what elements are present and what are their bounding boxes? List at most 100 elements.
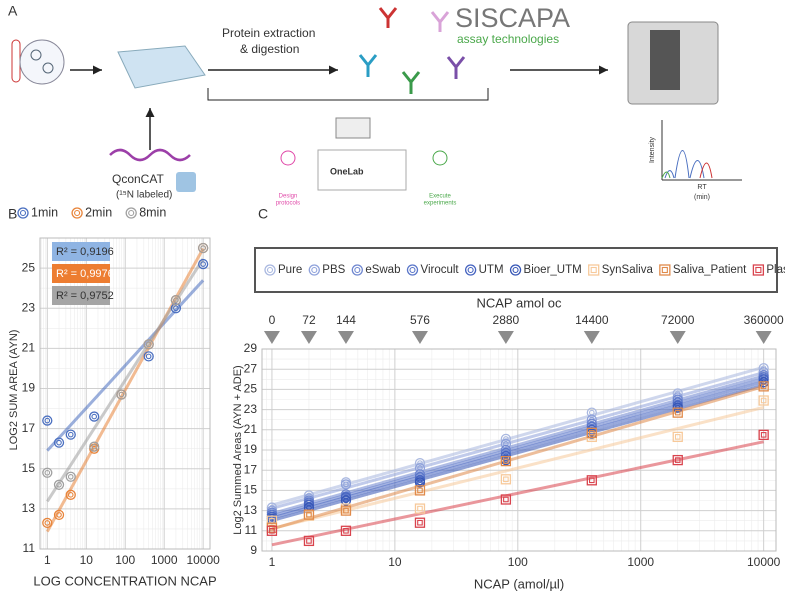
data-point <box>53 509 65 521</box>
tube-icon <box>11 39 21 83</box>
marker-inner <box>417 505 423 512</box>
panel-label: C <box>258 206 268 222</box>
marker-outer <box>303 509 315 520</box>
x-tick-label: 10000 <box>186 553 220 567</box>
plot-frame <box>261 348 777 552</box>
marker-inner <box>409 266 416 274</box>
marker-outer <box>464 264 477 276</box>
marker-outer <box>586 427 597 438</box>
execute-label: experiments <box>424 201 457 207</box>
marker-inner <box>417 474 423 481</box>
marker-inner <box>343 494 349 501</box>
legend-item: 2min <box>71 205 112 219</box>
marker-inner <box>91 413 98 420</box>
marker-inner <box>589 430 595 436</box>
marker-inner <box>44 417 51 424</box>
marker-inner <box>269 527 275 534</box>
annotation-box <box>52 286 110 305</box>
data-point <box>758 429 769 441</box>
marker-outer <box>588 264 600 276</box>
marker-outer <box>672 394 683 405</box>
marker-inner <box>590 266 597 274</box>
data-point <box>586 427 597 438</box>
data-point <box>500 455 512 467</box>
data-point <box>340 479 352 490</box>
x-axis-title: LOG CONCENTRATION NCAP <box>33 573 216 588</box>
data-point <box>672 394 683 405</box>
top-tick-label: 0 <box>269 313 276 327</box>
marker-inner <box>306 511 312 518</box>
legend-item: Plasma <box>752 264 785 276</box>
marker-inner <box>589 477 595 484</box>
marker-outer <box>53 479 65 490</box>
chrom-y-label: Intensity <box>649 136 656 163</box>
y-tick-label: 9 <box>250 543 257 557</box>
data-point <box>89 411 100 422</box>
marker-inner <box>173 305 179 312</box>
marker-inner <box>503 458 509 464</box>
data-point <box>65 429 76 440</box>
data-point <box>500 444 512 456</box>
y-tick-label: 19 <box>244 442 258 456</box>
marker-outer <box>672 397 683 408</box>
design-icon <box>280 150 296 166</box>
panel-a: A QconCAT (¹⁵N labeled) Protein extracti… <box>8 3 742 207</box>
marker-inner <box>503 441 509 447</box>
chromatogram-peaks <box>664 150 705 179</box>
marker-outer <box>509 264 522 276</box>
marker-outer <box>42 415 53 426</box>
marker-outer <box>500 433 512 445</box>
marker-outer <box>303 499 315 510</box>
marker-inner <box>19 209 27 217</box>
legend-item: SynSaliva <box>588 264 654 276</box>
marker-inner <box>760 432 767 438</box>
data-point <box>143 339 154 350</box>
legend-label: 1min <box>31 205 58 219</box>
virus-icon <box>30 49 42 61</box>
marker-inner <box>674 434 681 440</box>
marker-outer <box>53 437 65 448</box>
legend-item: PBS <box>308 264 346 276</box>
legend-label: Bioer_UTM <box>524 264 582 276</box>
x-axis-title: NCAP (amol/µl) <box>474 576 564 591</box>
annotation-box <box>52 242 110 261</box>
legend-box <box>254 247 778 293</box>
data-point <box>170 303 182 314</box>
annotation: R² = 0,9976 <box>56 268 114 280</box>
trendline <box>271 405 765 531</box>
marker-inner <box>417 487 423 494</box>
data-point <box>340 492 352 503</box>
onelab-label: OneLab <box>330 166 364 176</box>
marker-outer <box>125 207 137 219</box>
brand-sub: assay technologies <box>457 32 559 46</box>
marker-outer <box>89 441 100 452</box>
qconcat-label: QconCAT <box>112 172 164 186</box>
legend-item: eSwab <box>351 264 400 276</box>
legend-label: SynSaliva <box>602 264 654 276</box>
y-tick-label: 13 <box>22 501 36 515</box>
chromatogram-peaks <box>661 171 671 179</box>
x-tick-label: 100 <box>508 555 528 569</box>
legend-label: eSwab <box>365 264 400 276</box>
legend-item: 1min <box>17 205 58 219</box>
data-point <box>303 535 315 547</box>
marker-inner <box>266 266 274 274</box>
marker-inner <box>200 245 206 251</box>
marker-inner <box>417 471 423 478</box>
data-point <box>42 517 53 529</box>
marker-outer <box>659 264 671 276</box>
marker-inner <box>589 420 595 427</box>
marker-outer <box>340 505 352 516</box>
y-tick-label: 13 <box>244 503 258 517</box>
marker-outer <box>65 489 76 500</box>
marker-outer <box>500 455 512 467</box>
top-tick-label: 72000 <box>661 313 695 327</box>
design-label: protocols <box>276 201 300 207</box>
marker-inner <box>343 481 349 488</box>
marker-inner <box>67 492 74 498</box>
bracket <box>207 88 489 101</box>
plate-icon <box>117 45 206 89</box>
step-label: & digestion <box>240 42 299 56</box>
data-point <box>266 525 278 536</box>
marker-inner <box>91 443 98 450</box>
